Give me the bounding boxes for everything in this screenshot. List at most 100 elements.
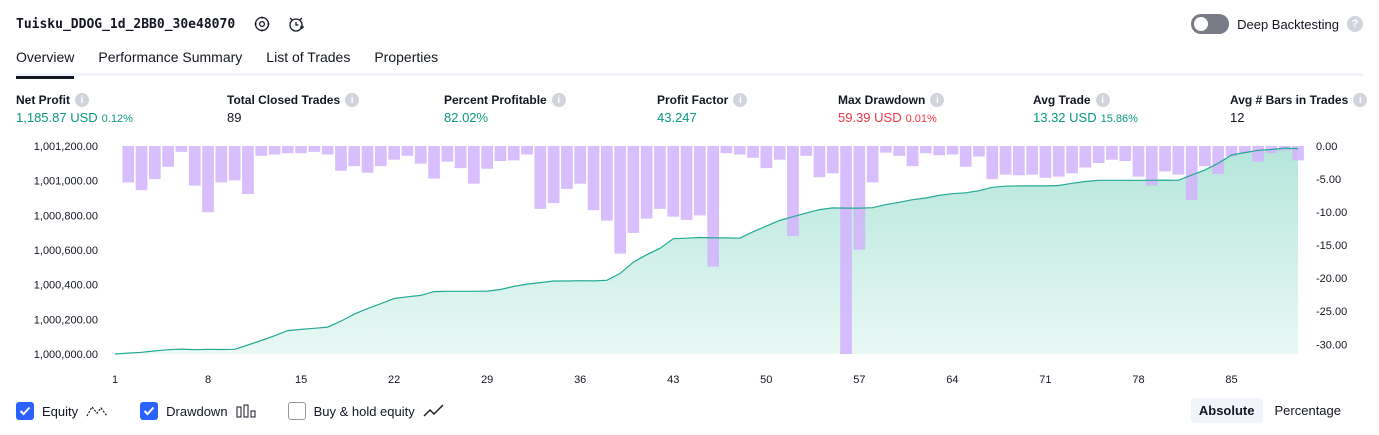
y-left-tick-label: 1,001,000.00: [34, 176, 98, 188]
buy-hold-checkbox[interactable]: [287, 402, 306, 420]
stat-avg-bars: Avg # Bars in Trades i 12: [1230, 93, 1368, 125]
drawdown-bar: [614, 146, 626, 254]
drawdown-bar: [534, 146, 547, 209]
y-right-tick-label: -10.00: [1316, 207, 1347, 219]
top-bar: Tuisku_DDOG_1d_2BB0_30e48070 Deep Backte…: [16, 10, 1363, 38]
drawdown-bar: [561, 146, 573, 189]
drawdown-bar: [1052, 146, 1065, 177]
settings-icon[interactable]: [251, 13, 273, 35]
drawdown-bar: [122, 146, 135, 183]
y-left-tick-label: 1,000,200.00: [34, 314, 98, 326]
drawdown-bar: [1026, 146, 1038, 175]
drawdown-bar: [494, 146, 507, 161]
drawdown-bar: [1292, 146, 1304, 161]
drawdown-bar: [202, 146, 214, 213]
stat-label: Avg Trade: [1033, 93, 1091, 107]
drawdown-bar: [720, 146, 733, 154]
equity-line-icon: [86, 405, 108, 417]
help-icon[interactable]: ?: [1347, 16, 1363, 32]
add-alert-icon[interactable]: [285, 13, 307, 35]
drawdown-bar: [1239, 146, 1251, 154]
drawdown-bar: [507, 146, 520, 161]
info-icon[interactable]: i: [733, 93, 748, 107]
x-tick-label: 36: [574, 374, 586, 386]
x-tick-label: 8: [205, 374, 211, 386]
drawdown-bar: [228, 146, 241, 181]
equity-line: [114, 147, 1299, 355]
info-icon[interactable]: i: [345, 93, 360, 107]
equity-checkbox[interactable]: [16, 402, 34, 420]
drawdown-bar: [441, 146, 454, 162]
info-icon[interactable]: i: [75, 93, 89, 107]
drawdown-bar: [242, 146, 254, 194]
tab-performance-summary[interactable]: Performance Summary: [98, 49, 243, 65]
legend-label: Equity: [42, 403, 79, 419]
y-right-tick-label: -15.00: [1316, 240, 1347, 252]
drawdown-bar: [999, 146, 1012, 175]
y-right-tick-label: -5.00: [1316, 174, 1341, 186]
drawdown-bar: [175, 146, 188, 152]
drawdown-bar: [547, 146, 560, 204]
legend-buy-hold[interactable]: Buy & hold equity: [287, 402, 445, 420]
absolute-button[interactable]: Absolute: [1190, 398, 1263, 423]
drawdown-bar: [1092, 146, 1105, 163]
info-icon[interactable]: i: [930, 93, 945, 107]
x-tick-label: 85: [1225, 374, 1237, 386]
drawdown-bar: [853, 146, 866, 250]
stat-value: 12: [1230, 110, 1245, 125]
stat-value: 89: [227, 110, 242, 125]
x-tick-label: 78: [1132, 374, 1144, 386]
tab-properties[interactable]: Properties: [374, 49, 439, 65]
drawdown-bar: [255, 146, 268, 156]
toggle-knob: [1194, 17, 1209, 31]
drawdown-bar: [1106, 146, 1118, 160]
drawdown-bar: [986, 146, 999, 180]
drawdown-bar: [1066, 146, 1078, 174]
drawdown-bar: [414, 146, 427, 164]
tab-overview[interactable]: Overview: [16, 46, 75, 79]
y-right-tick-label: -30.00: [1316, 339, 1347, 351]
stat-max-drawdown: Max Drawdown i 59.39 USD 0.01%: [838, 93, 945, 125]
equity-drawdown-chart[interactable]: 1,000,000.00 1,000,200.00 1,000,400.00 1,00…: [0, 138, 1379, 390]
legend-drawdown[interactable]: Drawdown: [140, 402, 256, 420]
drawdown-bar: [667, 146, 680, 217]
drawdown-bar: [428, 146, 440, 179]
legend-label: Drawdown: [166, 403, 228, 419]
y-left-tick-label: 1,000,000.00: [34, 349, 98, 361]
drawdown-bar: [933, 146, 945, 156]
info-icon[interactable]: i: [1095, 93, 1110, 107]
drawdown-checkbox[interactable]: [140, 402, 159, 420]
chart-legend: Equity Drawdown Buy & hold equity Absolu…: [16, 398, 1363, 423]
deep-backtesting-toggle[interactable]: [1191, 14, 1230, 34]
stat-value: 43.247: [657, 110, 697, 125]
drawdown-bar: [521, 146, 533, 155]
drawdown-bar: [335, 146, 347, 171]
drawdown-bar: [308, 146, 321, 152]
deep-backtesting-label: Deep Backtesting: [1237, 16, 1339, 32]
y-left-tick-label: 1,000,400.00: [34, 280, 98, 292]
info-icon[interactable]: i: [551, 93, 566, 107]
stat-percent: 15.86%: [1100, 113, 1138, 125]
tab-list-of-trades[interactable]: List of Trades: [266, 49, 351, 65]
percentage-button[interactable]: Percentage: [1274, 403, 1342, 418]
drawdown-bar: [707, 146, 719, 267]
drawdown-bar: [1132, 146, 1145, 177]
info-icon[interactable]: i: [1353, 93, 1368, 107]
equity-area: [115, 148, 1298, 354]
drawdown-bar: [640, 146, 653, 219]
bars-icon: [236, 404, 256, 418]
drawdown-bar: [893, 146, 906, 156]
legend-equity[interactable]: Equity: [16, 402, 108, 420]
drawdown-bar: [574, 146, 587, 184]
scale-toggle: Absolute Percentage: [1190, 398, 1349, 423]
stat-percent: 0.12%: [101, 113, 133, 125]
drawdown-bar: [880, 146, 892, 153]
stat-value: 59.39 USD: [838, 110, 902, 125]
drawdown-bar: [1013, 146, 1025, 176]
legend-label: Buy & hold equity: [313, 403, 415, 419]
drawdown-bar: [1185, 146, 1198, 200]
drawdown-bar: [946, 146, 959, 155]
drawdown-bar: [454, 146, 467, 169]
line-chart-icon: [423, 404, 444, 417]
drawdown-bar: [281, 146, 294, 154]
